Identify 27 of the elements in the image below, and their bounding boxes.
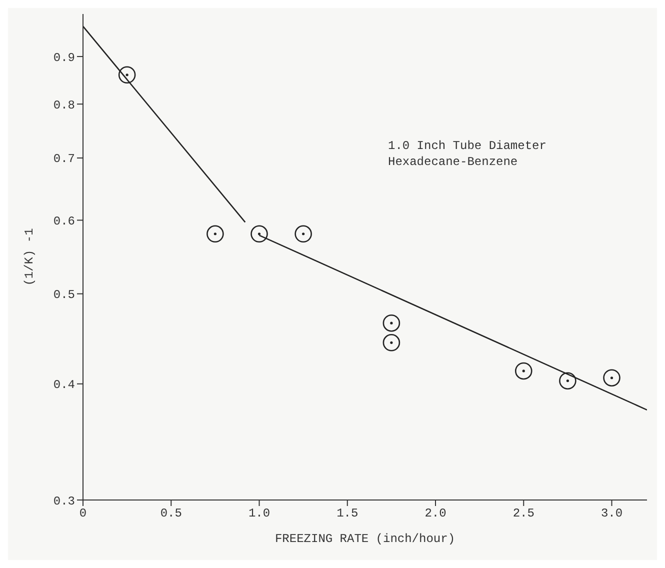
y-axis-title: (1/K) -1 — [22, 228, 36, 286]
y-tick-label: 0.3 — [53, 494, 75, 508]
point — [559, 372, 576, 390]
annotation: 1.0 Inch Tube Diameter — [388, 138, 546, 154]
point — [118, 66, 136, 84]
x-tick-label: 3.0 — [600, 506, 623, 521]
y-tick-label: 0.9 — [53, 50, 75, 65]
x-tick-label: 1.5 — [336, 506, 358, 521]
annotation: Hexadecane-Benzene — [388, 154, 519, 170]
y-tick-label: 0.7 — [53, 152, 75, 166]
point — [603, 369, 620, 387]
point — [514, 362, 532, 380]
point — [382, 314, 400, 332]
point — [250, 225, 268, 243]
x-tick-label: 0 — [79, 506, 87, 521]
y-tick-label: 0.6 — [53, 214, 75, 228]
y-tick-label: 0.5 — [53, 288, 75, 302]
y-tick-label: 0.4 — [53, 378, 75, 392]
y-tick-label: 0.8 — [53, 98, 75, 112]
x-tick-label: 2.5 — [512, 506, 534, 521]
x-tick-label: 1.0 — [248, 506, 270, 521]
x-tick-label: 2.0 — [424, 506, 446, 521]
point — [294, 225, 312, 243]
point — [382, 334, 400, 352]
x-tick-label: 0.5 — [160, 506, 182, 521]
x-axis-title: FREEZING RATE (inch/hour) — [274, 532, 456, 546]
point — [206, 225, 224, 243]
